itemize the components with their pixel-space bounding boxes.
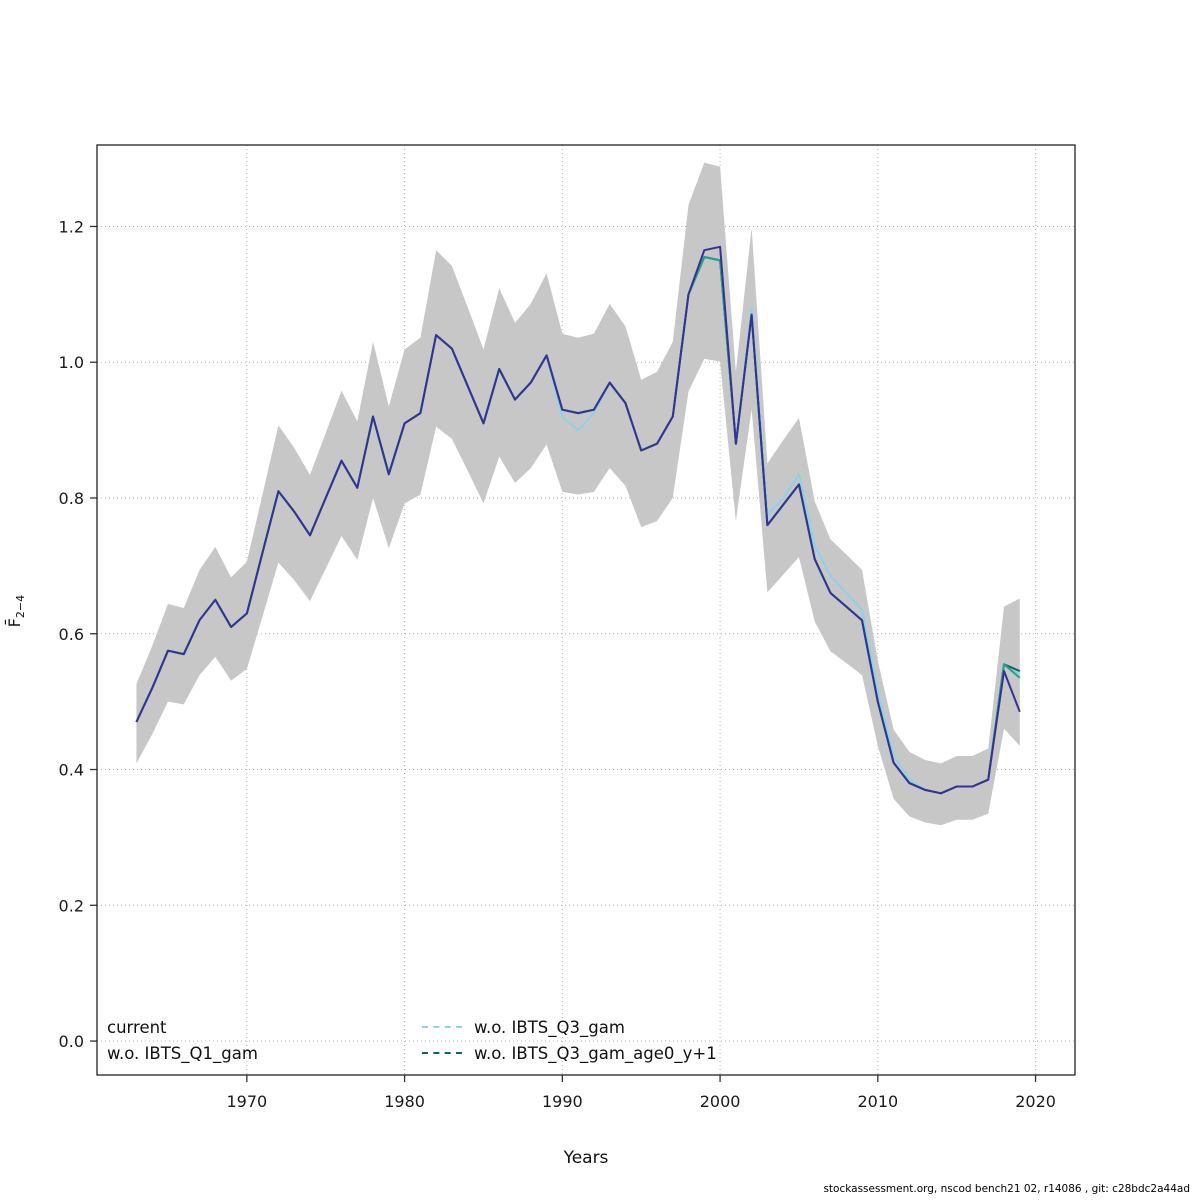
legend-column-1: current w.o. IBTS_Q1_gam bbox=[107, 1014, 422, 1066]
series-line-current bbox=[135, 245, 1021, 795]
y-axis-title-sub: 2−4 bbox=[14, 594, 28, 619]
legend-line-swatch bbox=[422, 1052, 462, 1054]
legend-label: w.o. IBTS_Q3_gam_age0_y+1 bbox=[474, 1043, 717, 1063]
x-axis-title: Years bbox=[563, 1148, 609, 1168]
y-tick-label: 1.2 bbox=[59, 217, 84, 236]
legend: current w.o. IBTS_Q1_gam w.o. IBTS_Q3_gam… bbox=[107, 1014, 867, 1066]
x-tick-label: 1990 bbox=[542, 1092, 583, 1111]
confidence-band bbox=[136, 162, 1020, 826]
x-tick-label: 2020 bbox=[1015, 1092, 1056, 1111]
x-tick-label: 1970 bbox=[226, 1092, 267, 1111]
footer-attribution: stockassessment.org, nscod bench21 02, r… bbox=[823, 1183, 1190, 1195]
y-tick-label: 0.6 bbox=[59, 625, 84, 644]
legend-item-w-o-ibts-q1-gam: w.o. IBTS_Q1_gam bbox=[107, 1040, 422, 1066]
plot-border bbox=[96, 144, 1076, 1076]
legend-item-w-o-ibts-q3-gam-age0-y-1: w.o. IBTS_Q3_gam_age0_y+1 bbox=[422, 1040, 717, 1066]
x-tick-label: 2000 bbox=[700, 1092, 741, 1111]
y-axis-title: F̄2−4 bbox=[5, 561, 27, 661]
legend-label: w.o. IBTS_Q1_gam bbox=[107, 1043, 258, 1063]
y-tick-label: 0.4 bbox=[59, 761, 84, 780]
y-tick-label: 0.2 bbox=[59, 896, 84, 915]
y-tick-label: 1.0 bbox=[59, 353, 84, 372]
legend-label: current bbox=[107, 1017, 167, 1037]
legend-item-w-o-ibts-q3-gam: w.o. IBTS_Q3_gam bbox=[422, 1014, 717, 1040]
y-tick-label: 0.0 bbox=[59, 1032, 84, 1051]
legend-label: w.o. IBTS_Q3_gam bbox=[474, 1017, 625, 1037]
x-tick-label: 2010 bbox=[857, 1092, 898, 1111]
y-tick-label: 0.8 bbox=[59, 489, 84, 508]
y-axis-title-base: F̄ bbox=[4, 618, 24, 628]
x-tick-label: 1980 bbox=[384, 1092, 425, 1111]
legend-column-2: w.o. IBTS_Q3_gam w.o. IBTS_Q3_gam_age0_y+… bbox=[422, 1014, 717, 1066]
legend-item-current: current bbox=[107, 1014, 422, 1040]
legend-line-swatch bbox=[422, 1026, 462, 1028]
